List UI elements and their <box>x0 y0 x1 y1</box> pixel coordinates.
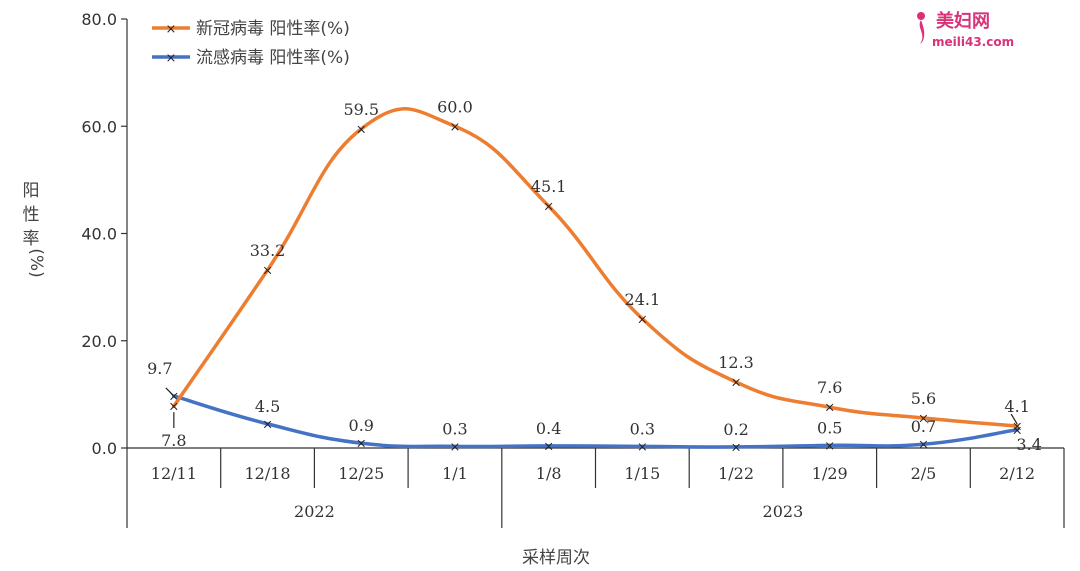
data-label-covid: 7.6 <box>817 378 842 397</box>
y-tick-label: 60.0 <box>81 117 117 136</box>
legend: × 新冠病毒 阳性率(%) × 流感病毒 阳性率(%) <box>152 19 350 68</box>
data-label-covid: 12.3 <box>718 353 754 372</box>
data-label-flu: 0.7 <box>911 417 936 436</box>
data-point-flu: × <box>449 440 460 455</box>
data-point-covid: × <box>824 401 835 416</box>
data-label-flu: 9.7 <box>147 359 172 378</box>
x-tick-label: 2/5 <box>911 464 937 483</box>
y-axis-title-unit: (%) <box>26 248 46 277</box>
legend-label-flu: 流感病毒 阳性率(%) <box>196 48 350 68</box>
data-label-covid: 33.2 <box>250 241 286 260</box>
series-layer: ××× × × × × × ××××× ××××××× <box>168 107 1023 455</box>
data-point-flu: × <box>731 440 742 455</box>
data-label-covid: 60.0 <box>437 97 473 116</box>
data-point-covid: × <box>262 263 273 278</box>
data-point-flu: × <box>918 438 929 453</box>
data-label-flu: 0.4 <box>536 419 561 438</box>
y-tick-label: 20.0 <box>81 332 117 351</box>
x-tick-label: 1/29 <box>812 464 848 483</box>
legend-marker-covid: × <box>166 22 177 37</box>
x-tick-label: 1/22 <box>718 464 754 483</box>
data-point-flu: × <box>543 439 554 454</box>
watermark-url: meili43.com <box>932 35 1014 49</box>
y-axis-title-char: 性 <box>23 205 40 225</box>
x-axis-title: 采样周次 <box>522 548 590 568</box>
data-label-flu: 0.9 <box>349 416 374 435</box>
x-tick-label: 1/8 <box>536 464 562 483</box>
data-point-covid: × <box>356 122 367 137</box>
legend-label-covid: 新冠病毒 阳性率(%) <box>196 19 350 39</box>
x-tick-label: 12/18 <box>244 464 290 483</box>
data-label-covid: 4.1 <box>1004 397 1029 416</box>
year-label: 2022 <box>294 502 335 521</box>
data-label-covid: 59.5 <box>343 100 379 119</box>
data-point-covid: × <box>918 411 929 426</box>
leader-line <box>1010 413 1018 425</box>
data-point-flu: × <box>262 417 273 432</box>
data-point-covid: × <box>1012 420 1023 435</box>
data-point-flu: × <box>168 389 179 404</box>
data-label-covid: 24.1 <box>625 290 661 309</box>
data-label-flu: 0.2 <box>723 420 748 439</box>
x-tick-label: 1/1 <box>442 464 468 483</box>
data-label-flu: 4.5 <box>255 397 280 416</box>
y-axis-title-char: 阳 <box>23 181 40 201</box>
axes: 0.0 20.0 40.0 60.0 80.0 12/11 12/18 12/25 1/1 1/8… <box>81 10 1065 528</box>
series-line-flu <box>172 394 1019 449</box>
year-label: 2023 <box>763 502 804 521</box>
y-axis-title-char: 率 <box>23 229 40 249</box>
y-tick-label: 40.0 <box>81 225 117 244</box>
data-point-covid: × <box>637 312 648 327</box>
data-labels: 7.8 33.2 59.5 60.0 45.1 24.1 12.3 7.6 5.6 4.1 9.7 4… <box>147 97 1042 454</box>
data-label-covid: 5.6 <box>911 389 936 408</box>
data-point-covid: × <box>168 400 179 415</box>
y-axis-title: 阳性率(%) <box>23 181 47 278</box>
x-tick-label: 12/25 <box>338 464 384 483</box>
legend-marker-flu: × <box>166 51 177 66</box>
watermark: 美妇网 meili43.com <box>917 10 1014 49</box>
data-point-flu: × <box>1012 423 1023 438</box>
x-tick-label: 12/11 <box>151 464 197 483</box>
data-point-flu: × <box>824 439 835 454</box>
series-line-covid <box>172 107 1019 428</box>
data-label-flu: 0.3 <box>630 419 655 438</box>
x-tick-label: 2/12 <box>999 464 1035 483</box>
data-point-flu: × <box>637 440 648 455</box>
data-point-covid: × <box>731 376 742 391</box>
data-label-covid: 45.1 <box>531 177 567 196</box>
leader-line <box>165 387 174 396</box>
data-point-covid: × <box>543 200 554 215</box>
data-point-flu: × <box>356 437 367 452</box>
data-label-flu: 0.3 <box>442 419 467 438</box>
data-label-covid: 7.8 <box>161 431 186 450</box>
data-label-flu: 3.4 <box>1016 435 1041 454</box>
data-label-flu: 0.5 <box>817 418 842 437</box>
y-tick-label: 80.0 <box>81 10 117 29</box>
x-tick-label: 1/15 <box>624 464 660 483</box>
y-tick-label: 0.0 <box>92 439 117 458</box>
watermark-text: 美妇网 <box>936 10 990 32</box>
woman-silhouette-icon <box>917 12 925 44</box>
data-point-covid: × <box>449 120 460 135</box>
